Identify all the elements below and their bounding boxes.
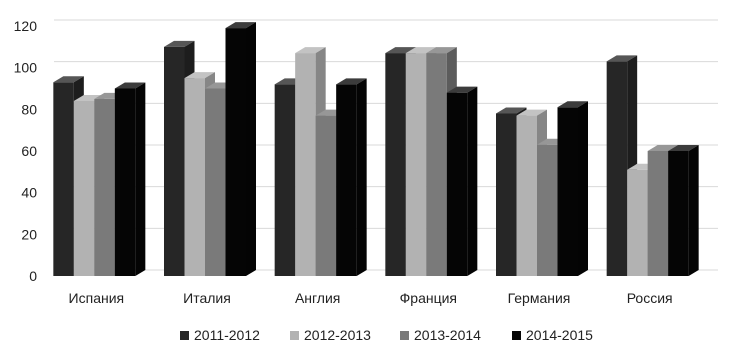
bar-top [668, 145, 699, 151]
bar-front [426, 53, 447, 277]
bar-front [164, 46, 185, 277]
bar-front [606, 61, 628, 276]
bar-top [385, 47, 416, 54]
bar-top [647, 145, 679, 151]
bar [114, 82, 146, 276]
bar [225, 22, 256, 277]
bar [668, 145, 699, 276]
bar-top [446, 86, 478, 93]
category-label: Испания [69, 290, 125, 306]
category-label: Англия [295, 290, 340, 306]
y-tick-label: 120 [14, 18, 38, 34]
bar-front [274, 84, 296, 276]
bar-front [225, 28, 246, 277]
bar-side [135, 82, 146, 276]
bar [446, 86, 478, 277]
bar-front [94, 98, 115, 277]
legend-swatch [180, 331, 189, 340]
y-axis-ticks: 0 20 40 60 80 100 120 [14, 18, 38, 284]
bar-front [53, 82, 74, 276]
bar-front [516, 115, 537, 276]
bar-side [356, 78, 367, 276]
legend-entry: 2011-2012 [180, 327, 260, 343]
bar-front [557, 107, 578, 276]
bar-top [225, 22, 256, 29]
bar-top [557, 101, 588, 108]
bar-side [688, 145, 699, 276]
legend-label: 2012-2013 [304, 327, 371, 343]
legend-entry: 2012-2013 [290, 327, 371, 343]
bar-front [496, 113, 517, 276]
bar-top [516, 109, 547, 116]
y-tick-label: 60 [21, 143, 37, 159]
bar-front [446, 92, 468, 277]
category-label: Франция [400, 290, 457, 306]
legend-swatch [290, 331, 299, 340]
bars [53, 22, 699, 277]
bar-top [53, 76, 84, 83]
bar-top [336, 78, 367, 85]
bar-side [467, 86, 478, 277]
bar-front [205, 88, 226, 276]
bar-front [537, 144, 558, 276]
bar-top [295, 47, 326, 54]
bar-front [385, 53, 406, 277]
bar-front [647, 151, 669, 276]
bar-top [606, 55, 638, 62]
legend-swatch [512, 331, 521, 340]
bar-front [315, 115, 337, 276]
bar-top [184, 72, 215, 79]
y-tick-label: 40 [21, 185, 37, 201]
y-tick-label: 0 [29, 268, 37, 284]
category-label: Италия [183, 290, 231, 306]
bar-front [73, 101, 95, 276]
bar-front [295, 53, 316, 277]
bar [336, 78, 367, 276]
legend-entry: 2014-2015 [512, 327, 593, 343]
bar-front [627, 169, 648, 276]
bar-top [426, 47, 457, 54]
category-labels: Испания Италия Англия Франция Германия Россия [69, 290, 673, 306]
bar-front [405, 53, 427, 277]
legend-entry: 2013-2014 [400, 327, 481, 343]
bar-side [246, 22, 256, 277]
category-label: Россия [627, 290, 673, 306]
bar-front [184, 78, 205, 276]
bar-front [668, 151, 689, 276]
legend-label: 2013-2014 [414, 327, 481, 343]
bar-top [496, 107, 527, 114]
legend-swatch [400, 331, 409, 340]
bar [557, 101, 588, 276]
bar-front [336, 84, 357, 276]
y-tick-label: 80 [21, 101, 37, 117]
category-label: Германия [508, 290, 571, 306]
bar-front [114, 88, 136, 276]
legend-label: 2014-2015 [526, 327, 593, 343]
bar-side [578, 101, 588, 276]
legend-label: 2011-2012 [194, 327, 260, 343]
y-tick-label: 20 [21, 226, 37, 242]
y-tick-label: 100 [14, 60, 38, 76]
bar-top [405, 47, 437, 54]
bar-top [164, 40, 195, 47]
legend: 2011-2012 2012-2013 2013-2014 2014-2015 [180, 327, 593, 343]
bar-top [114, 82, 146, 89]
